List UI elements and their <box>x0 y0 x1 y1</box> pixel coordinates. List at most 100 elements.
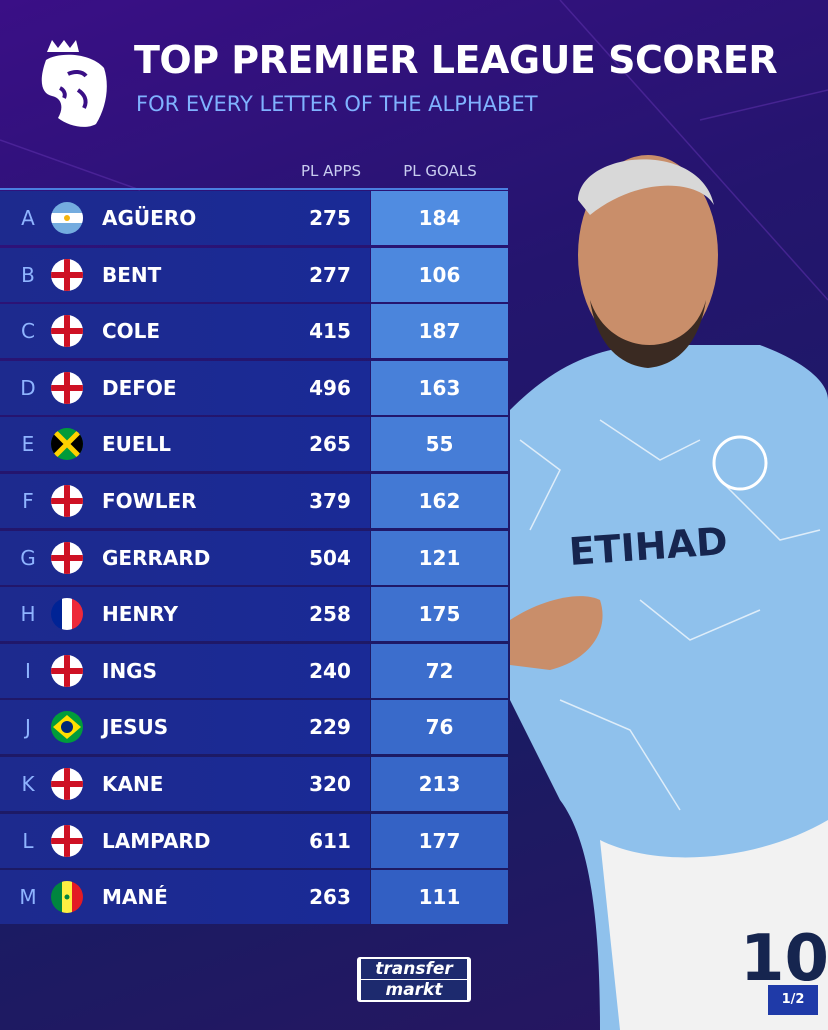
apps-value: 504 <box>309 545 351 570</box>
goals-value: 175 <box>418 602 461 627</box>
goals-bg <box>371 700 508 755</box>
flag <box>51 711 83 744</box>
apps-value: 229 <box>309 715 351 740</box>
player-name: JESUS <box>102 715 169 740</box>
table-row: K KANE 320 213 <box>0 757 508 811</box>
flag <box>51 202 83 234</box>
goals-value: 76 <box>425 715 454 740</box>
table-row: B BENT 277 106 <box>0 247 508 302</box>
row-letter: B <box>21 262 35 287</box>
table-row: I INGS 240 72 <box>0 643 508 698</box>
player-name: KANE <box>102 772 164 796</box>
goals-bg <box>371 417 508 472</box>
goals-bg <box>371 247 508 302</box>
goals-value: 106 <box>418 262 461 287</box>
goals-value: 187 <box>418 319 461 344</box>
table-row: E EUELL 265 55 <box>0 417 508 472</box>
apps-value: 277 <box>309 262 351 287</box>
flag <box>51 258 83 291</box>
goals-bg <box>371 757 508 811</box>
flag <box>51 768 83 800</box>
player-name: GERRARD <box>102 545 211 570</box>
goals-bg <box>371 813 508 868</box>
flag <box>51 881 83 914</box>
row-letter: F <box>22 489 34 513</box>
goals-bg <box>371 530 508 585</box>
league-logo <box>41 40 107 127</box>
goals-bg <box>371 360 508 415</box>
player-name: FOWLER <box>102 489 197 513</box>
row-letter: I <box>25 658 31 683</box>
apps-value: 258 <box>309 602 351 627</box>
goals-bg <box>371 870 508 925</box>
player-name: EUELL <box>102 432 172 457</box>
player-name: DEFOE <box>102 375 177 400</box>
page-indicator: 1/2 <box>768 985 818 1015</box>
table-row: J JESUS 229 76 <box>0 700 508 755</box>
goals-bg <box>371 304 508 359</box>
logo-text: transfer <box>361 959 467 979</box>
row-letter: M <box>19 885 37 910</box>
apps-value: 263 <box>309 885 351 910</box>
apps-value: 240 <box>309 658 351 683</box>
goals-bg <box>371 587 508 642</box>
row-letter: J <box>25 715 31 740</box>
player-photo: ETIHAD 10 <box>510 155 828 1030</box>
logo-text: markt <box>361 980 467 1000</box>
row-letter: E <box>21 432 35 457</box>
apps-value: 496 <box>309 375 351 400</box>
table-row: D DEFOE 496 163 <box>0 360 508 415</box>
row-letter: D <box>20 375 36 400</box>
column-header: PL GOALS <box>403 162 477 180</box>
svg-text:10: 10 <box>740 922 828 996</box>
player-name: LAMPARD <box>102 828 211 853</box>
goals-value: 163 <box>418 375 461 400</box>
flag <box>51 485 83 517</box>
apps-value: 275 <box>309 206 351 230</box>
apps-value: 265 <box>309 432 351 457</box>
goals-value: 184 <box>418 206 461 230</box>
flag <box>51 541 83 574</box>
title: TOP PREMIER LEAGUE SCORER <box>134 38 778 82</box>
row-letter: G <box>20 545 36 570</box>
row-letter: C <box>21 319 35 344</box>
flag <box>51 371 83 404</box>
row-letter: A <box>21 206 35 230</box>
flag <box>51 315 83 348</box>
apps-value: 320 <box>309 772 351 796</box>
row-letter: L <box>22 828 34 853</box>
table-row: H HENRY 258 175 <box>0 587 508 642</box>
player-name: MANÉ <box>102 885 168 910</box>
apps-value: 415 <box>309 319 351 344</box>
table-row: F FOWLER 379 162 <box>0 474 508 528</box>
goals-value: 72 <box>425 658 454 683</box>
subtitle: FOR EVERY LETTER OF THE ALPHABET <box>136 92 538 116</box>
flag <box>51 598 83 631</box>
goals-bg <box>371 191 508 245</box>
flag <box>51 654 83 687</box>
table-row: G GERRARD 504 121 <box>0 530 508 585</box>
column-header: PL APPS <box>300 162 362 180</box>
goals-value: 111 <box>418 885 461 910</box>
goals-value: 55 <box>425 432 454 457</box>
apps-value: 379 <box>309 489 351 513</box>
goals-value: 121 <box>418 545 461 570</box>
flag <box>51 428 83 461</box>
goals-bg <box>371 474 508 528</box>
apps-value: 611 <box>309 828 351 853</box>
player-name: AGÜERO <box>102 206 197 230</box>
table-row: C COLE 415 187 <box>0 304 508 359</box>
goals-value: 177 <box>418 828 461 853</box>
player-name: COLE <box>102 319 161 344</box>
player-name: HENRY <box>102 602 178 627</box>
table-top-rule <box>0 188 508 190</box>
flag <box>51 824 83 857</box>
table-row: L LAMPARD 611 177 <box>0 813 508 868</box>
row-letter: H <box>20 602 36 627</box>
brand-logo: transfer markt <box>357 957 471 1002</box>
table-row: M MANÉ 263 111 <box>0 870 508 925</box>
table-row: A AGÜERO 275 184 <box>0 191 508 245</box>
player-name: BENT <box>102 262 162 287</box>
